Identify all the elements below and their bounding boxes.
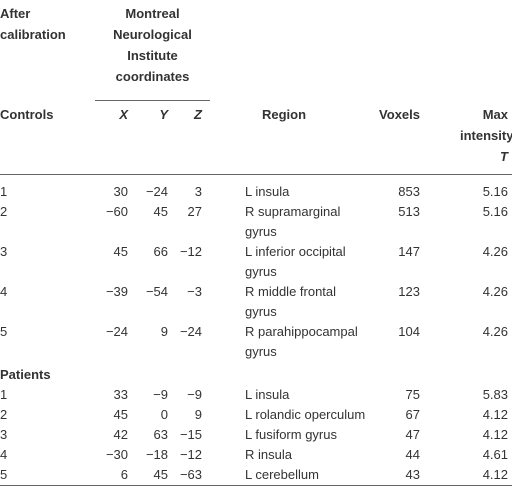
column-header: Voxels bbox=[370, 100, 420, 175]
table-cell: 4.26 bbox=[482, 284, 508, 299]
table-cell: −39 bbox=[105, 284, 128, 299]
table-row: 1 30 −24 3 L insula 853 5.16 bbox=[0, 175, 512, 203]
section-row: Patients bbox=[0, 362, 512, 385]
column-header-symbol: T bbox=[500, 148, 508, 164]
table-row: 2 −60 45 27 R supramarginal gyrus 513 5.16 bbox=[0, 202, 512, 242]
table-row: 4 −30 −18 −12 R insula 44 4.61 bbox=[0, 445, 512, 465]
table-cell: 4.26 bbox=[482, 244, 508, 259]
table-cell: −24 bbox=[105, 324, 128, 339]
table-cell: −3 bbox=[187, 284, 202, 299]
table-cell: 45 bbox=[113, 407, 128, 422]
table-cell: 104 bbox=[398, 324, 420, 339]
table-cell: R middle frontal gyrus bbox=[245, 284, 337, 319]
table-cell: 66 bbox=[153, 244, 168, 259]
table-cell: 3 bbox=[194, 184, 202, 199]
table-cell: −9 bbox=[153, 387, 168, 402]
table-cell: 45 bbox=[128, 465, 168, 486]
table-cell: 9 bbox=[194, 407, 202, 422]
column-header: Max intensity T bbox=[420, 100, 512, 175]
table-cell: 9 bbox=[160, 324, 168, 339]
table-row: 4 −39 −54 −3 R middle frontal gyrus 123 4.26 bbox=[0, 282, 512, 322]
mni-header: Montreal Neurological Institute coordina… bbox=[95, 0, 210, 101]
table-cell: 853 bbox=[398, 184, 420, 199]
column-header: Region bbox=[210, 100, 370, 175]
table-cell: 0 bbox=[160, 407, 168, 422]
table-cell: −24 bbox=[179, 324, 202, 339]
table-cell: −12 bbox=[179, 244, 202, 259]
column-header: Y bbox=[128, 100, 168, 175]
table-cell: 63 bbox=[153, 427, 168, 442]
table-cell: R parahippocampal gyrus bbox=[245, 324, 358, 359]
table-cell: 45 bbox=[153, 204, 168, 219]
table-cell: R supramarginal gyrus bbox=[245, 204, 341, 239]
table-cell: 4.12 bbox=[482, 427, 508, 442]
table-cell: L fusiform gyrus bbox=[245, 427, 337, 442]
table-cell: 5.16 bbox=[482, 204, 508, 219]
table-row: 5 −24 9 −24 R parahippocampal gyrus 104 4.26 bbox=[0, 322, 512, 362]
table-cell: 30 bbox=[113, 184, 128, 199]
spacer bbox=[210, 0, 512, 101]
table-row: 5 6 45 −63 L cerebellum 43 4.12 bbox=[0, 465, 512, 486]
table-cell: 44 bbox=[405, 447, 420, 462]
table-cell: 1 bbox=[0, 387, 8, 402]
table-cell: 4.61 bbox=[482, 447, 508, 462]
table-cell: 5.83 bbox=[482, 387, 508, 402]
table-cell: L insula bbox=[245, 184, 290, 199]
table-cell: 5 bbox=[0, 324, 8, 339]
table-cell: −60 bbox=[105, 204, 128, 219]
table-cell: −63 bbox=[168, 465, 210, 486]
table-cell: −30 bbox=[105, 447, 128, 462]
table-cell: 4 bbox=[0, 284, 8, 299]
table-cell: 4.26 bbox=[482, 324, 508, 339]
table-cell: R insula bbox=[245, 447, 292, 462]
table-row: 2 45 0 9 L rolandic operculum 67 4.12 bbox=[0, 405, 512, 425]
table-row: 3 45 66 −12 L inferior occipital gyrus 147 4.2… bbox=[0, 242, 512, 282]
table-cell: 67 bbox=[405, 407, 420, 422]
column-header: Z bbox=[168, 100, 210, 175]
table-cell: 6 bbox=[95, 465, 128, 486]
table-cell: 3 bbox=[0, 427, 8, 442]
column-header: Max intensity bbox=[460, 106, 512, 143]
table-cell: −54 bbox=[145, 284, 168, 299]
table-cell: −12 bbox=[179, 447, 202, 462]
header-row: After calibration Montreal Neurological … bbox=[0, 0, 512, 101]
table-cell: 45 bbox=[113, 244, 128, 259]
table-cell: 513 bbox=[398, 204, 420, 219]
table-row: 1 33 −9 −9 L insula 75 5.83 bbox=[0, 385, 512, 405]
table-cell: 27 bbox=[187, 204, 202, 219]
table-cell: 5.16 bbox=[482, 184, 508, 199]
table-cell: 123 bbox=[398, 284, 420, 299]
table-cell: −9 bbox=[187, 387, 202, 402]
table-row: 3 42 63 −15 L fusiform gyrus 47 4.12 bbox=[0, 425, 512, 445]
table-cell: 4 bbox=[0, 447, 8, 462]
table-cell: −24 bbox=[145, 184, 168, 199]
table-cell: 2 bbox=[0, 407, 8, 422]
table-cell: −18 bbox=[145, 447, 168, 462]
column-header: X bbox=[95, 100, 128, 175]
table-cell: L inferior occipital gyrus bbox=[245, 244, 346, 279]
table-cell: 33 bbox=[113, 387, 128, 402]
table-cell: 47 bbox=[405, 427, 420, 442]
table-cell: 5 bbox=[0, 465, 95, 486]
column-header-row: Controls X Y Z Region Voxels Max intensi… bbox=[0, 100, 512, 175]
table-cell: 43 bbox=[370, 465, 420, 486]
table-cell: 4.12 bbox=[482, 407, 508, 422]
section-label: Patients bbox=[0, 367, 51, 382]
table-cell: 4.12 bbox=[420, 465, 512, 486]
table-cell: −15 bbox=[179, 427, 202, 442]
table-cell: 3 bbox=[0, 244, 8, 259]
table-cell: 75 bbox=[405, 387, 420, 402]
table-cell: 2 bbox=[0, 204, 8, 219]
column-header: Controls bbox=[0, 100, 95, 175]
table-cell: 1 bbox=[0, 184, 8, 199]
table-cell: L insula bbox=[245, 387, 290, 402]
table-title: After calibration bbox=[0, 6, 66, 42]
table-cell: L cerebellum bbox=[210, 465, 370, 486]
table-cell: 42 bbox=[113, 427, 128, 442]
table-cell: L rolandic operculum bbox=[245, 407, 366, 422]
table-cell: 147 bbox=[398, 244, 420, 259]
